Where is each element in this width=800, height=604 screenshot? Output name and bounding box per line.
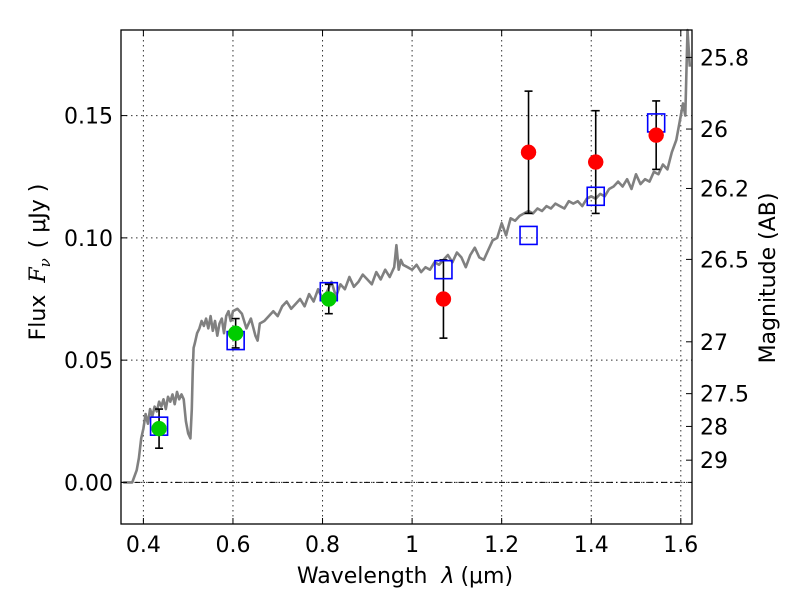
plot-frame: [120, 29, 693, 525]
x-axis-title-unit: (μm): [460, 564, 513, 589]
y-tick-label: 0.15: [64, 105, 113, 130]
observed-nir-point: [587, 154, 604, 170]
model-photometry-point: [519, 225, 538, 246]
model-photometry-point: [586, 186, 606, 207]
x-tick-label: 0.4: [126, 533, 161, 558]
magnitude-tick-label: 27: [700, 331, 728, 356]
model-photometry-markers: [149, 113, 666, 436]
axis-ticks: [121, 30, 692, 524]
observed-nir-point: [435, 291, 452, 307]
y-axis-title-prefix: Flux: [26, 295, 51, 341]
x-tick-label: 1.6: [663, 533, 698, 558]
magnitude-tick-label: 26.2: [700, 177, 749, 202]
observed-optical-point: [151, 420, 167, 437]
magnitude-tick-label: 29: [700, 449, 728, 474]
y-axis-title-symbol: F: [26, 267, 51, 284]
y-tick-labels: 0.00 0.05 0.10 0.15: [64, 105, 113, 497]
observed-optical-point: [321, 291, 337, 307]
x-tick-label: 1.2: [484, 533, 519, 558]
y-axis-title-subscript: ν: [36, 258, 54, 267]
observed-nir-point: [520, 144, 537, 161]
observed-optical-point: [227, 325, 244, 341]
magnitude-tick-label: 26: [700, 118, 728, 143]
model-photometry-point: [434, 259, 453, 280]
magnitude-tick-labels: 25.8 26 26.2 26.5 27 27.5 28 29: [700, 46, 749, 474]
magnitude-tick-label: 25.8: [700, 46, 749, 71]
x-axis-title: Wavelength λ (μm): [297, 564, 513, 589]
magnitude-tick-label: 27.5: [700, 383, 749, 408]
x-axis-title-lambda: λ: [440, 564, 454, 589]
x-axis-title-prefix: Wavelength: [297, 564, 428, 589]
magnitude-tick-label: 28: [700, 415, 728, 440]
observed-markers: [151, 127, 664, 437]
observed-nir-point: [648, 127, 664, 143]
y2-axis-title: Magnitude (AB): [756, 193, 781, 364]
x-tick-label: 0.6: [215, 533, 250, 558]
y-tick-label: 0.10: [64, 227, 113, 252]
x-tick-label: 1.4: [574, 533, 609, 558]
y-tick-label: 0.05: [64, 349, 113, 374]
magnitude-tick-label: 26.5: [700, 248, 749, 273]
x-tick-labels: 0.4 0.6 0.8 1 1.2 1.4 1.6: [126, 533, 698, 558]
plot-area: [123, 28, 692, 484]
y-axis-title: Flux Fν ( μJy ): [26, 184, 54, 341]
model-spectrum-line: [123, 28, 692, 484]
x-tick-label: 1: [405, 533, 419, 558]
y-axis-title-unit: ( μJy ): [26, 184, 51, 249]
y-tick-label: 0.00: [64, 471, 113, 496]
x-tick-label: 0.8: [305, 533, 340, 558]
